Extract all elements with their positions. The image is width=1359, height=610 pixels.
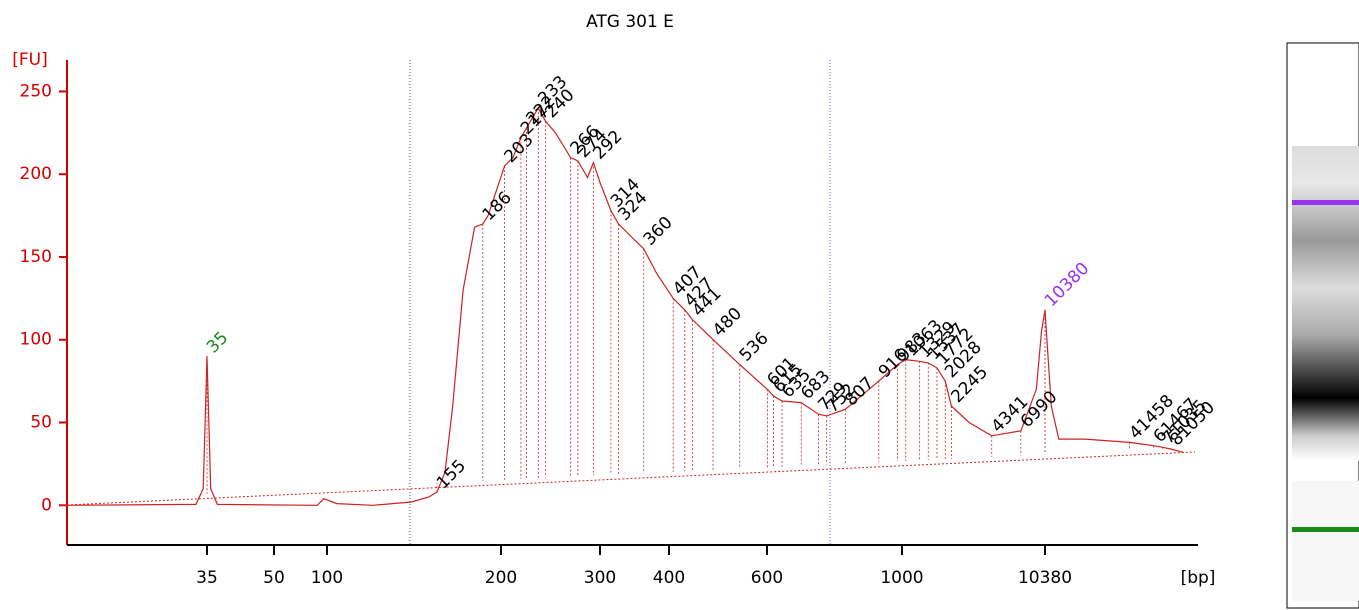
peak-label: 35 (203, 328, 232, 357)
x-tick-label: 35 (196, 568, 218, 588)
x-tick-label: 300 (584, 568, 616, 588)
y-tick-label: 200 (20, 164, 52, 184)
baseline (66, 451, 1196, 506)
peak-label: 10380 (1041, 259, 1093, 311)
x-tick-label: 1000 (880, 568, 923, 588)
peak-label: 536 (736, 329, 773, 366)
peak-label: 480 (709, 304, 746, 341)
y-axis-label: [FU] (12, 50, 48, 70)
x-tick-label: 100 (311, 568, 343, 588)
x-tick-label: 200 (485, 568, 517, 588)
chart-title: ATG 301 E (586, 12, 674, 32)
y-tick-label: 50 (30, 413, 52, 433)
trace (59, 106, 1184, 506)
x-tick-label: 50 (263, 568, 285, 588)
peak-label: 360 (640, 213, 677, 250)
x-tick-label: 10380 (1018, 568, 1072, 588)
peak-label: 186 (479, 188, 516, 225)
x-axis-label: [bp] (1181, 568, 1216, 588)
gel-lane (1286, 42, 1359, 609)
y-tick-label: 100 (20, 330, 52, 350)
x-tick-label: 400 (653, 568, 685, 588)
y-tick-label: 0 (41, 495, 52, 515)
y-tick-label: 150 (20, 247, 52, 267)
y-tick-label: 250 (20, 81, 52, 101)
x-tick-label: 600 (751, 568, 783, 588)
